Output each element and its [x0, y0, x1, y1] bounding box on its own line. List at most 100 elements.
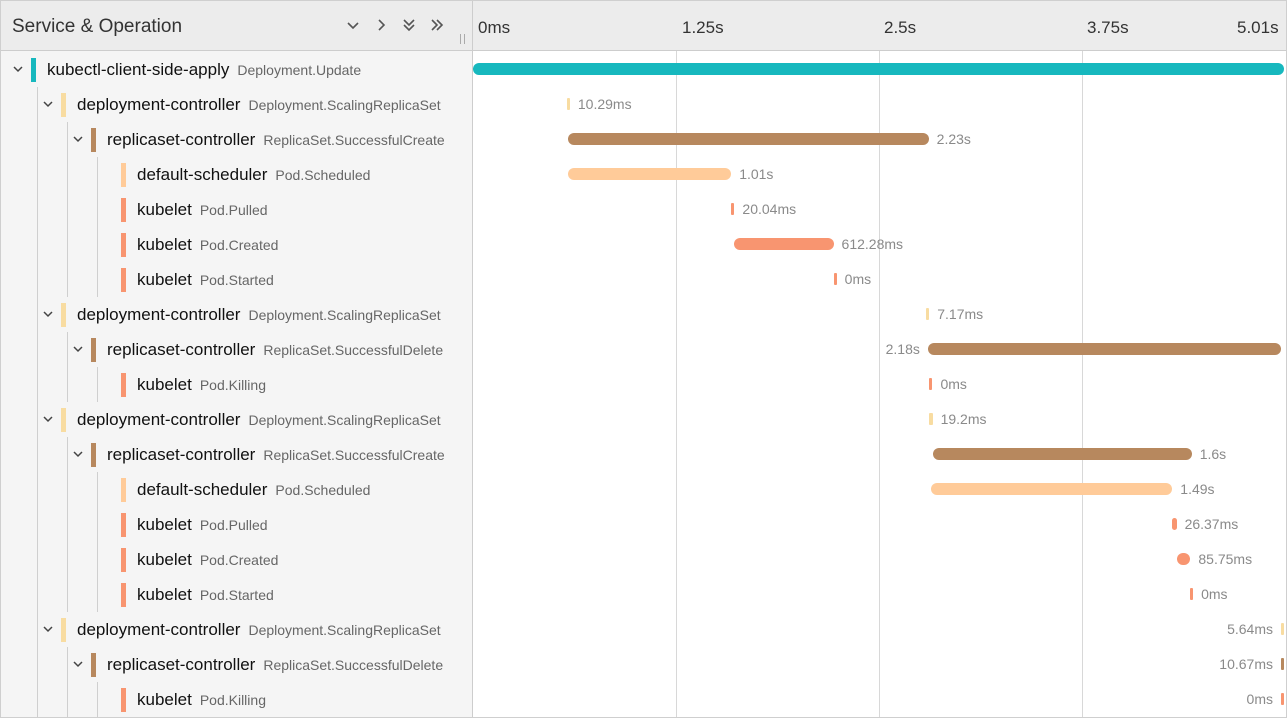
collapse-all-button[interactable] [398, 14, 420, 36]
span-row[interactable]: default-scheduler Pod.Scheduled [1, 472, 473, 507]
span-bar[interactable] [932, 448, 1192, 460]
span-row[interactable]: kubelet Pod.Started [1, 262, 473, 297]
collapse-toggle[interactable] [41, 97, 55, 111]
collapse-toggle[interactable] [41, 622, 55, 636]
span-row[interactable]: deployment-controller Deployment.ScalingR… [1, 87, 473, 122]
tree-guide-line [97, 367, 98, 402]
expand-one-button[interactable] [370, 14, 392, 36]
gridline [879, 51, 880, 717]
span-service-name[interactable]: deployment-controller Deployment.ScalingR… [77, 95, 441, 115]
service-operation-header: Service & Operation [1, 1, 473, 50]
span-bar[interactable] [566, 98, 570, 110]
span-service-name[interactable]: kubelet Pod.Pulled [137, 515, 268, 535]
span-row[interactable]: kubelet Pod.Killing [1, 367, 473, 402]
operation-name: Pod.Pulled [199, 202, 268, 218]
span-service-name[interactable]: replicaset-controller ReplicaSet.Successf… [107, 655, 443, 675]
span-row[interactable]: replicaset-controller ReplicaSet.Successf… [1, 332, 473, 367]
span-row[interactable]: replicaset-controller ReplicaSet.Successf… [1, 437, 473, 472]
collapse-toggle[interactable] [41, 412, 55, 426]
timeline-header: Service & Operation 0ms 1.25s 2.5s 3.75s… [1, 1, 1286, 51]
service-name: deployment-controller [77, 410, 241, 429]
span-bar[interactable] [731, 203, 735, 215]
span-row[interactable]: kubelet Pod.Started [1, 577, 473, 612]
service-name: kubectl-client-side-apply [47, 60, 230, 79]
service-name: kubelet [137, 690, 192, 709]
span-bar[interactable] [929, 378, 933, 390]
operation-name: Pod.Started [199, 272, 274, 288]
span-row[interactable]: kubelet Pod.Killing [1, 682, 473, 717]
tick-label-1: 1.25s [682, 18, 724, 37]
span-service-name[interactable]: kubelet Pod.Killing [137, 690, 266, 710]
span-bar[interactable] [931, 483, 1173, 495]
span-row[interactable]: kubelet Pod.Created [1, 227, 473, 262]
span-service-name[interactable]: deployment-controller Deployment.ScalingR… [77, 620, 441, 640]
operation-name: Pod.Created [199, 552, 279, 568]
expand-all-button[interactable] [426, 14, 448, 36]
span-bar[interactable] [926, 308, 930, 320]
operation-name: Deployment.ScalingReplicaSet [248, 307, 441, 323]
service-name: kubelet [137, 200, 192, 219]
span-bar[interactable] [1190, 588, 1194, 600]
span-service-name[interactable]: replicaset-controller ReplicaSet.Successf… [107, 130, 445, 150]
span-bar[interactable] [1172, 518, 1177, 530]
span-bar[interactable] [1176, 553, 1191, 565]
span-row[interactable]: kubelet Pod.Created [1, 542, 473, 577]
span-row[interactable]: kubelet Pod.Pulled [1, 192, 473, 227]
service-color-bar [61, 618, 66, 642]
span-row[interactable]: deployment-controller Deployment.ScalingR… [1, 297, 473, 332]
span-service-name[interactable]: replicaset-controller ReplicaSet.Successf… [107, 340, 443, 360]
span-service-name[interactable]: deployment-controller Deployment.ScalingR… [77, 410, 441, 430]
span-row[interactable]: kubectl-client-side-apply Deployment.Upda… [1, 52, 473, 87]
tree-guide-line [37, 87, 38, 717]
span-service-name[interactable]: kubelet Pod.Killing [137, 375, 266, 395]
collapse-toggle[interactable] [71, 657, 85, 671]
span-service-name[interactable]: replicaset-controller ReplicaSet.Successf… [107, 445, 445, 465]
service-name: kubelet [137, 585, 192, 604]
span-service-name[interactable]: kubelet Pod.Started [137, 270, 274, 290]
span-bar[interactable] [1281, 658, 1284, 670]
span-bar[interactable] [833, 273, 837, 285]
service-color-bar [121, 268, 126, 292]
span-service-name[interactable]: deployment-controller Deployment.ScalingR… [77, 305, 441, 325]
tree-guide-line [97, 682, 98, 717]
service-name: replicaset-controller [107, 445, 256, 464]
collapse-toggle[interactable] [11, 62, 25, 76]
collapse-toggle[interactable] [71, 132, 85, 146]
span-service-name[interactable]: default-scheduler Pod.Scheduled [137, 480, 370, 500]
tick-label-3: 3.75s [1087, 18, 1129, 37]
gridline [1082, 51, 1083, 717]
span-bar[interactable] [473, 63, 1284, 75]
service-name: kubelet [137, 235, 192, 254]
service-color-bar [121, 373, 126, 397]
collapse-toggle[interactable] [41, 307, 55, 321]
span-bar[interactable] [927, 343, 1281, 355]
span-service-name[interactable]: kubelet Pod.Pulled [137, 200, 268, 220]
span-service-name[interactable]: kubectl-client-side-apply Deployment.Upda… [47, 60, 361, 80]
span-bar[interactable] [567, 133, 929, 145]
service-name: kubelet [137, 270, 192, 289]
span-bar[interactable] [1281, 693, 1284, 705]
operation-name: Pod.Created [199, 237, 279, 253]
column-resize-handle[interactable] [460, 34, 466, 44]
span-row[interactable]: deployment-controller Deployment.ScalingR… [1, 402, 473, 437]
span-service-name[interactable]: kubelet Pod.Created [137, 550, 278, 570]
service-name: kubelet [137, 515, 192, 534]
span-service-name[interactable]: kubelet Pod.Created [137, 235, 278, 255]
span-service-name[interactable]: kubelet Pod.Started [137, 585, 274, 605]
collapse-toggle[interactable] [71, 342, 85, 356]
span-bar[interactable] [734, 238, 834, 250]
span-row[interactable]: kubelet Pod.Pulled [1, 507, 473, 542]
collapse-one-button[interactable] [342, 14, 364, 36]
span-bar[interactable] [567, 168, 732, 180]
span-bar[interactable] [1281, 623, 1284, 635]
span-row[interactable]: deployment-controller Deployment.ScalingR… [1, 612, 473, 647]
operation-name: Deployment.ScalingReplicaSet [248, 622, 441, 638]
collapse-toggle[interactable] [71, 447, 85, 461]
span-bar[interactable] [929, 413, 933, 425]
service-name: deployment-controller [77, 305, 241, 324]
span-row[interactable]: replicaset-controller ReplicaSet.Successf… [1, 647, 473, 682]
span-row[interactable]: replicaset-controller ReplicaSet.Successf… [1, 122, 473, 157]
service-color-bar [61, 303, 66, 327]
span-service-name[interactable]: default-scheduler Pod.Scheduled [137, 165, 370, 185]
span-row[interactable]: default-scheduler Pod.Scheduled [1, 157, 473, 192]
